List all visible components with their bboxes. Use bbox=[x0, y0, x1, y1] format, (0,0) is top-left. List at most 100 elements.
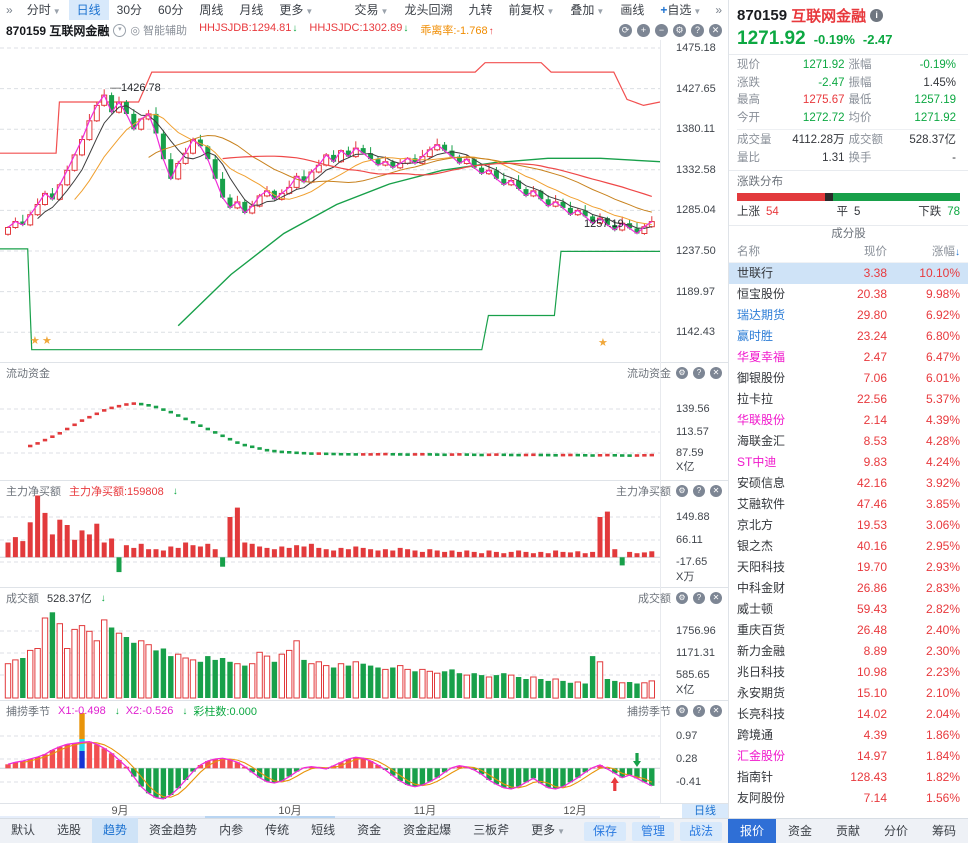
toolbar-button-叠加[interactable]: 叠加 ▼ bbox=[570, 3, 605, 17]
component-row[interactable]: 永安期货 15.10 2.10% bbox=[729, 683, 968, 704]
component-row[interactable]: 重庆百货 26.48 2.40% bbox=[729, 620, 968, 641]
main-net-buy-chart[interactable] bbox=[0, 495, 728, 588]
component-row[interactable]: 华联股份 2.14 4.39% bbox=[729, 410, 968, 431]
close-icon[interactable]: ✕ bbox=[710, 705, 722, 717]
component-row[interactable]: 赢时胜 23.24 6.80% bbox=[729, 326, 968, 347]
action-button-战法[interactable]: 战法 bbox=[679, 821, 722, 841]
component-row[interactable]: 汇金股份 14.97 1.84% bbox=[729, 746, 968, 767]
component-row[interactable]: ST中迪 9.83 4.24% bbox=[729, 452, 968, 473]
col-change[interactable]: 涨幅↓ bbox=[932, 246, 960, 258]
component-row[interactable]: 海联金汇 8.53 4.28% bbox=[729, 431, 968, 452]
component-row[interactable]: 威士顿 59.43 2.82% bbox=[729, 599, 968, 620]
component-row[interactable]: 安硕信息 42.16 3.92% bbox=[729, 473, 968, 494]
flow-funds-chart[interactable] bbox=[0, 383, 728, 481]
component-row[interactable]: 指南针 128.43 1.82% bbox=[729, 767, 968, 788]
axis-tick-label: 1475.18 bbox=[676, 42, 716, 54]
col-name[interactable]: 名称 bbox=[737, 246, 760, 258]
component-row[interactable]: 瑞达期货 29.80 6.92% bbox=[729, 305, 968, 326]
period-tab-更多[interactable]: 更多 ▼ bbox=[279, 3, 314, 17]
close-icon[interactable]: ✕ bbox=[710, 592, 722, 604]
bottom-tab-资金[interactable]: 资金 bbox=[357, 823, 382, 837]
info-icon[interactable]: i bbox=[870, 9, 884, 22]
fishing-season-chart[interactable] bbox=[0, 713, 728, 804]
component-row[interactable]: 新力金融 8.89 2.30% bbox=[729, 641, 968, 662]
toolbar-button-自选[interactable]: +自选 ▼ bbox=[660, 3, 702, 17]
indicator-value-0: HHJSJDB:1294.81↓ bbox=[199, 22, 297, 38]
close-icon[interactable]: ✕ bbox=[710, 367, 722, 379]
toolbar-button-前复权[interactable]: 前复权 ▼ bbox=[508, 3, 555, 17]
right-tab-报价[interactable]: 报价 bbox=[728, 819, 776, 843]
period-chip[interactable]: 日线 bbox=[682, 804, 728, 819]
scrollbar-track[interactable] bbox=[0, 816, 660, 819]
component-row[interactable]: 兆日科技 10.98 2.23% bbox=[729, 662, 968, 683]
close-icon[interactable]: ✕ bbox=[709, 23, 722, 37]
component-row[interactable]: 天阳科技 19.70 2.93% bbox=[729, 557, 968, 578]
toolbar-button-画线[interactable]: 画线 bbox=[620, 3, 645, 17]
component-row[interactable]: 跨境通 4.39 1.86% bbox=[729, 725, 968, 746]
bottom-tab-更多[interactable]: 更多 ▼ bbox=[531, 823, 566, 837]
component-name: 指南针 bbox=[737, 770, 774, 784]
col-price[interactable]: 现价 bbox=[864, 246, 887, 258]
help-icon[interactable]: ? bbox=[693, 705, 705, 717]
period-tab-60分[interactable]: 60分 bbox=[158, 3, 184, 17]
gear-icon[interactable]: ⚙ bbox=[676, 592, 688, 604]
gear-icon[interactable]: ⚙ bbox=[676, 705, 688, 717]
collapse-right-icon[interactable]: » bbox=[715, 3, 722, 17]
help-icon[interactable]: ? bbox=[693, 485, 705, 497]
bottom-tab-三板斧[interactable]: 三板斧 bbox=[473, 823, 510, 837]
settings-icon[interactable]: ⚙ bbox=[673, 23, 686, 37]
component-name: 拉卡拉 bbox=[737, 392, 774, 406]
component-row[interactable]: 御银股份 7.06 6.01% bbox=[729, 368, 968, 389]
quote-label: 成交量 bbox=[737, 134, 772, 146]
gear-icon[interactable]: ⚙ bbox=[676, 367, 688, 379]
smart-assist-label[interactable]: ◎ 智能辅助 bbox=[130, 25, 188, 37]
period-tab-日线[interactable]: 日线 bbox=[68, 0, 109, 20]
candlestick-chart[interactable] bbox=[0, 40, 728, 362]
turnover-chart[interactable] bbox=[0, 608, 728, 701]
bottom-tab-默认[interactable]: 默认 bbox=[11, 823, 36, 837]
collapse-left-icon[interactable]: » bbox=[6, 3, 13, 17]
bottom-tab-短线[interactable]: 短线 bbox=[311, 823, 336, 837]
period-tab-30分[interactable]: 30分 bbox=[116, 3, 142, 17]
period-tab-周线[interactable]: 周线 bbox=[199, 3, 224, 17]
component-row[interactable]: 艾融软件 47.46 3.85% bbox=[729, 494, 968, 515]
help-icon[interactable]: ? bbox=[693, 367, 705, 379]
component-row[interactable]: 华夏幸福 2.47 6.47% bbox=[729, 347, 968, 368]
scrollbar-thumb[interactable] bbox=[205, 816, 335, 819]
zoom-in-icon[interactable]: + bbox=[637, 23, 650, 37]
component-row[interactable]: 京北方 19.53 3.06% bbox=[729, 515, 968, 536]
toolbar-button-龙头回溯[interactable]: 龙头回溯 bbox=[404, 3, 453, 17]
component-change: 2.83% bbox=[925, 581, 960, 595]
component-row[interactable]: 世联行 3.38 10.10% bbox=[729, 263, 968, 284]
component-row[interactable]: 长亮科技 14.02 2.04% bbox=[729, 704, 968, 725]
bottom-tab-资金起爆[interactable]: 资金起爆 bbox=[403, 823, 452, 837]
component-row[interactable]: 银之杰 40.16 2.95% bbox=[729, 536, 968, 557]
action-button-管理[interactable]: 管理 bbox=[631, 821, 674, 841]
right-tab-资金[interactable]: 资金 bbox=[787, 824, 812, 838]
component-row[interactable]: 拉卡拉 22.56 5.37% bbox=[729, 389, 968, 410]
toolbar-button-九转[interactable]: 九转 bbox=[468, 3, 493, 17]
right-tab-分价[interactable]: 分价 bbox=[883, 824, 908, 838]
bottom-tab-趋势[interactable]: 趋势 bbox=[92, 818, 139, 843]
period-tab-分时[interactable]: 分时 ▼ bbox=[26, 3, 61, 17]
help-icon[interactable]: ? bbox=[693, 592, 705, 604]
right-tab-筹码[interactable]: 筹码 bbox=[931, 824, 956, 838]
refresh-icon[interactable]: ⟳ bbox=[619, 23, 632, 37]
action-button-保存[interactable]: 保存 bbox=[583, 821, 626, 841]
bottom-tab-传统[interactable]: 传统 bbox=[265, 823, 290, 837]
component-row[interactable]: 友阿股份 7.14 1.56% bbox=[729, 788, 968, 809]
axis-unit-label: X万 bbox=[676, 571, 695, 583]
right-tab-贡献[interactable]: 贡献 bbox=[835, 824, 860, 838]
symbol-dropdown-icon[interactable]: ▾ bbox=[113, 23, 127, 37]
toolbar-button-交易[interactable]: 交易 ▼ bbox=[354, 3, 389, 17]
period-tab-月线[interactable]: 月线 bbox=[239, 3, 264, 17]
gear-icon[interactable]: ⚙ bbox=[676, 485, 688, 497]
bottom-tab-选股[interactable]: 选股 bbox=[57, 823, 82, 837]
component-row[interactable]: 恒宝股份 20.38 9.98% bbox=[729, 284, 968, 305]
component-row[interactable]: 中科金财 26.86 2.83% bbox=[729, 578, 968, 599]
close-icon[interactable]: ✕ bbox=[710, 485, 722, 497]
help-icon[interactable]: ? bbox=[691, 23, 704, 37]
bottom-tab-资金趋势[interactable]: 资金趋势 bbox=[149, 823, 198, 837]
bottom-tab-内参[interactable]: 内参 bbox=[219, 823, 244, 837]
zoom-out-icon[interactable]: − bbox=[655, 23, 668, 37]
